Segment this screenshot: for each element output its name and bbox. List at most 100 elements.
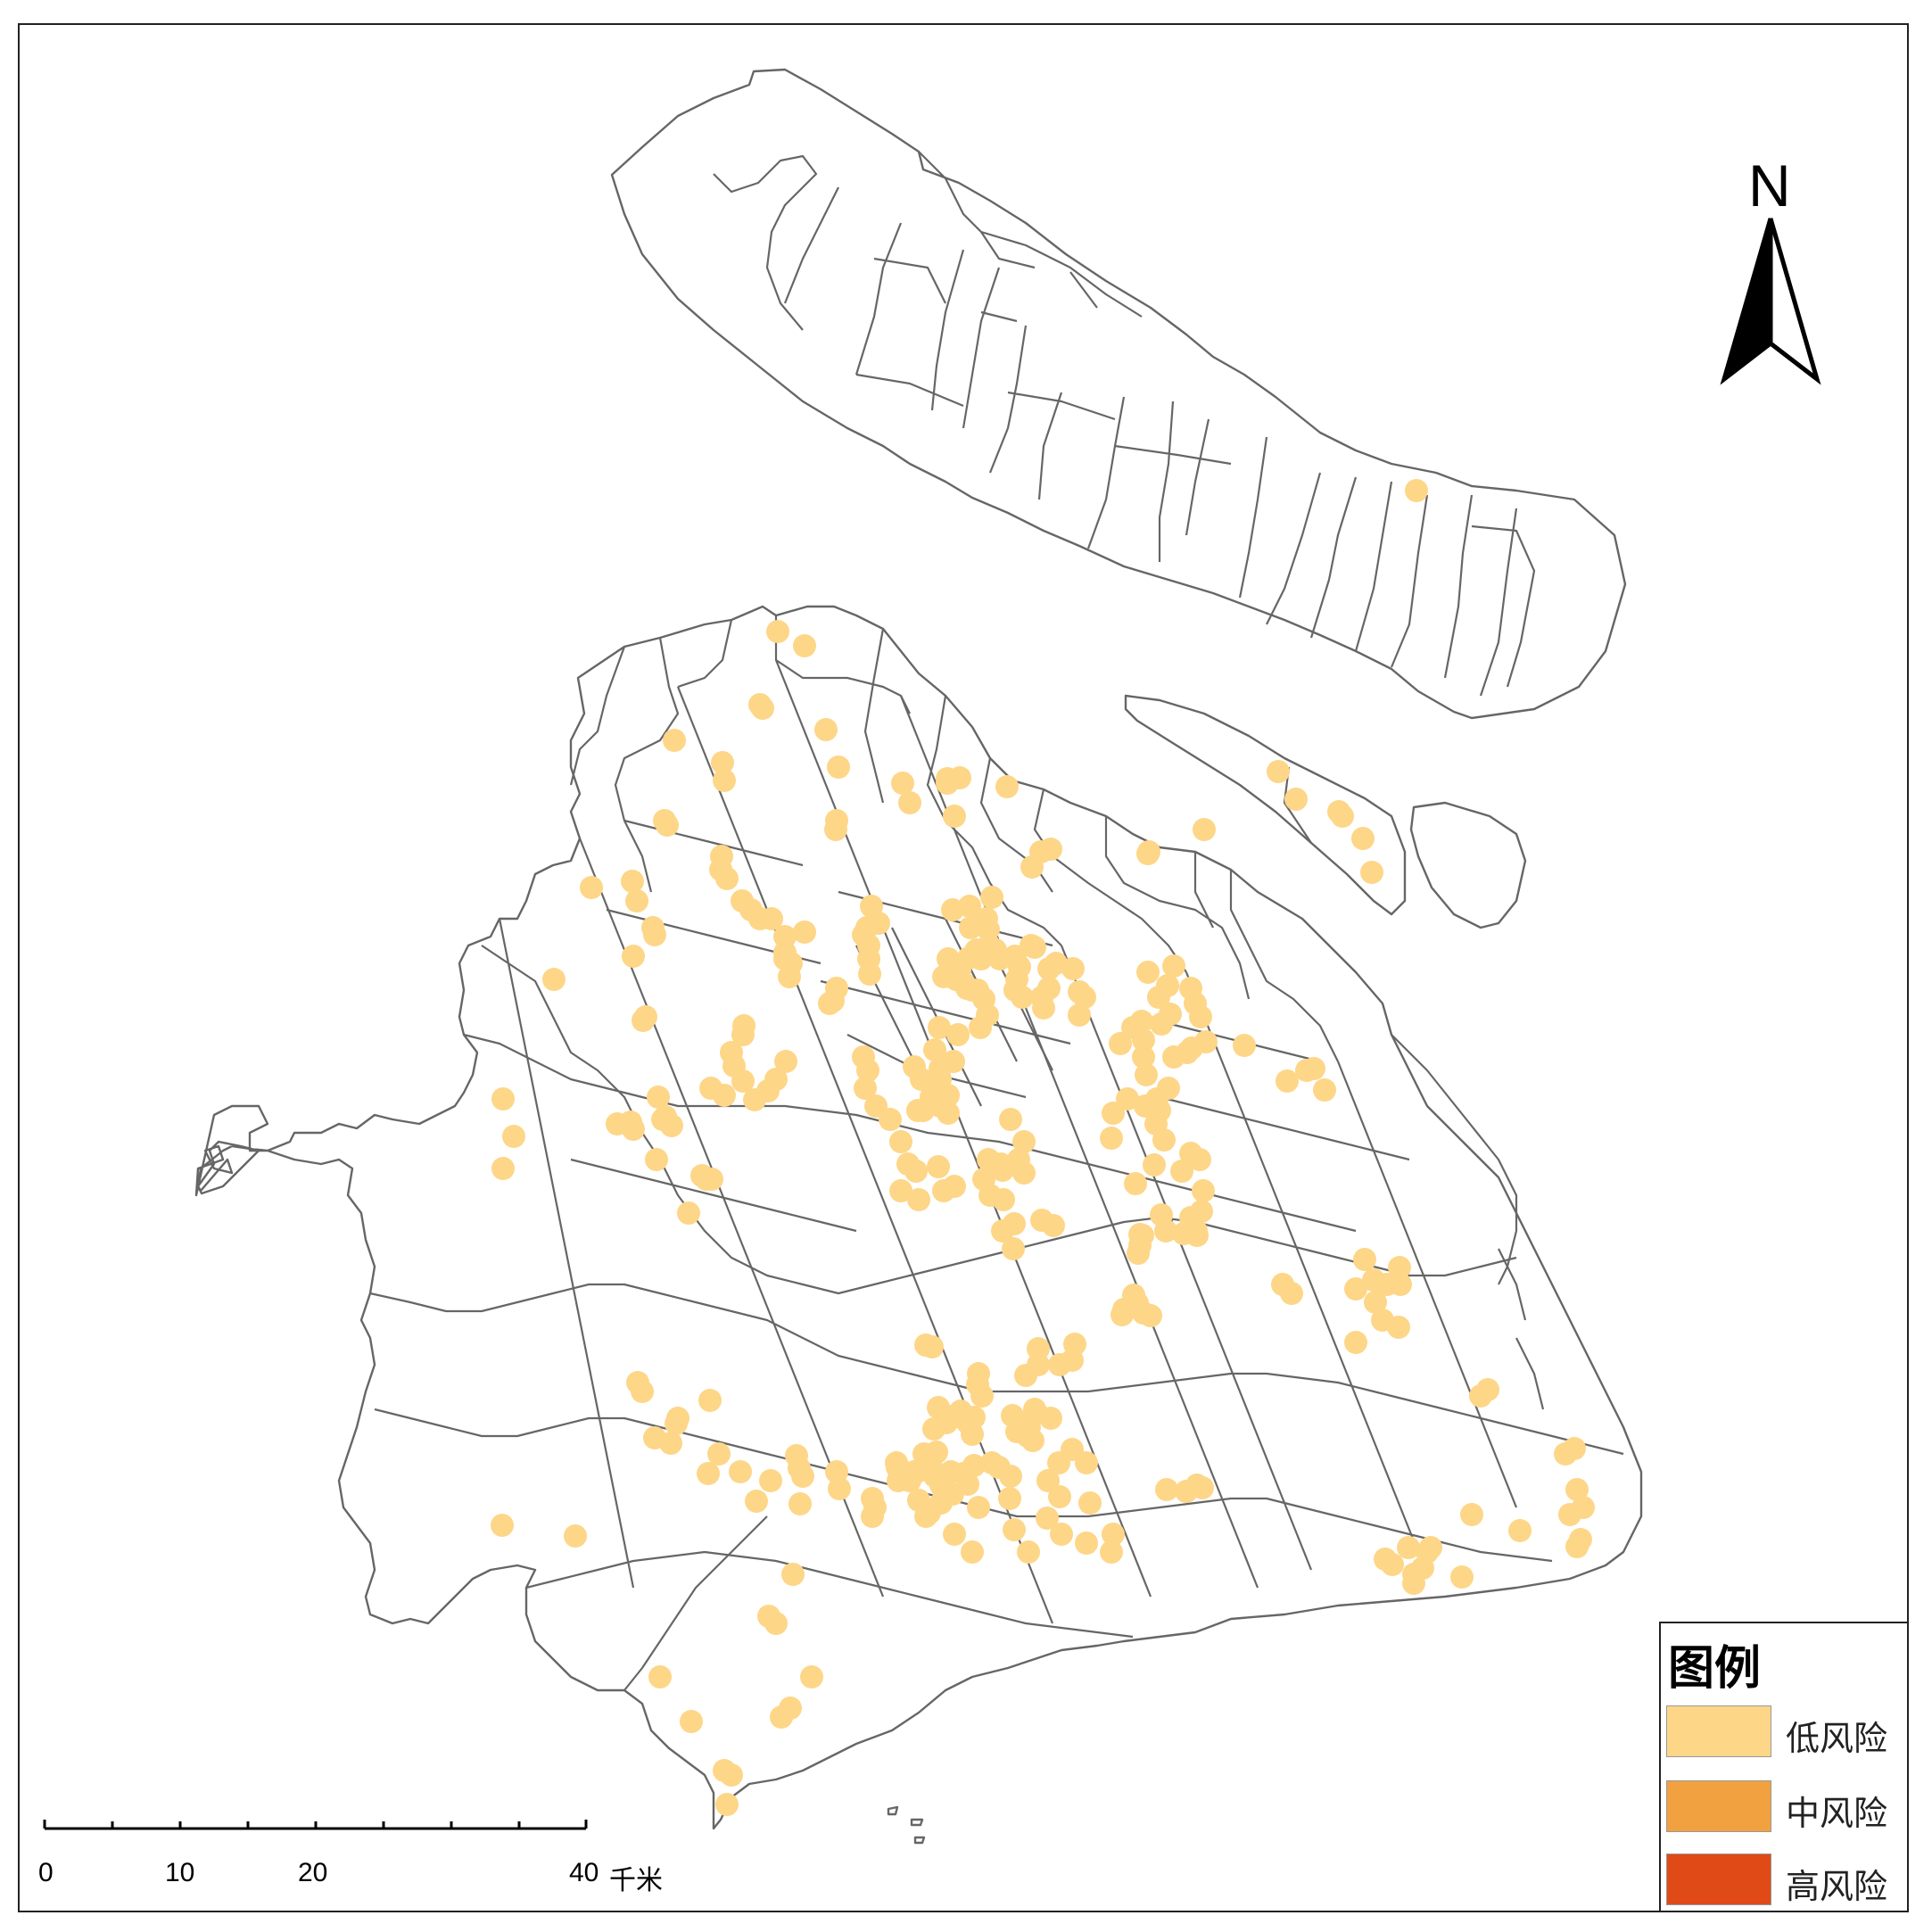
risk-point-low: [1364, 1291, 1387, 1314]
risk-point-low: [861, 1505, 884, 1528]
scale-bar: [43, 1820, 588, 1830]
risk-point-low: [780, 952, 803, 975]
risk-point-low: [1389, 1273, 1412, 1296]
risk-points-layer: [491, 479, 1595, 1816]
risk-point-low: [1144, 1112, 1168, 1135]
chongming-island: [610, 68, 1627, 720]
risk-point-low: [697, 1462, 720, 1485]
risk-point-low: [1139, 1304, 1162, 1327]
risk-point-low: [1100, 1540, 1123, 1564]
risk-point-low: [1565, 1478, 1589, 1501]
risk-point-low: [1397, 1536, 1420, 1559]
risk-point-low: [1508, 1519, 1532, 1542]
risk-point-low: [1563, 1437, 1586, 1460]
risk-point-low: [785, 1444, 808, 1467]
legend-swatch-high: [1666, 1854, 1771, 1905]
risk-point-low: [1018, 1416, 1041, 1439]
risk-point-low: [1100, 1127, 1123, 1150]
risk-point-low: [621, 870, 644, 893]
risk-point-low: [1188, 1148, 1211, 1171]
risk-point-low: [491, 1087, 515, 1110]
risk-point-low: [1402, 1572, 1425, 1595]
risk-point-low: [814, 718, 838, 741]
risk-point-low: [910, 1068, 933, 1091]
risk-point-low: [922, 1417, 945, 1441]
risk-point-low: [1078, 1491, 1102, 1515]
risk-point-low: [1036, 1507, 1059, 1530]
risk-point-low: [715, 867, 739, 890]
risk-point-low: [860, 895, 883, 918]
risk-point-low: [622, 945, 645, 968]
risk-point-low: [987, 1456, 1011, 1479]
risk-point-low: [1047, 1451, 1070, 1474]
risk-point-low: [660, 1114, 683, 1137]
risk-point-low: [995, 775, 1019, 798]
risk-point-low: [502, 1125, 525, 1148]
risk-point-low: [923, 1038, 946, 1061]
risk-point-low: [1450, 1565, 1474, 1589]
risk-point-low: [491, 1514, 514, 1537]
risk-point-low: [1135, 1063, 1158, 1086]
risk-point-low: [943, 1523, 966, 1546]
risk-point-low: [1150, 1012, 1173, 1036]
risk-point-low: [1565, 1535, 1589, 1558]
risk-point-low: [606, 1112, 629, 1135]
risk-point-low: [967, 1496, 990, 1519]
risk-point-low: [1136, 842, 1160, 865]
risk-point-low: [1017, 1540, 1040, 1564]
scale-unit: 千米: [609, 1865, 663, 1896]
risk-point-low: [731, 1023, 755, 1046]
risk-point-low: [1284, 788, 1308, 811]
risk-point-low: [1185, 1224, 1209, 1247]
risk-point-low: [928, 1016, 951, 1039]
risk-point-low: [793, 634, 816, 657]
risk-point-low: [1344, 1277, 1367, 1300]
risk-point-low: [720, 1763, 743, 1787]
risk-point-low: [1109, 1032, 1132, 1055]
risk-point-low: [1387, 1316, 1410, 1339]
risk-point-low: [1351, 827, 1375, 850]
legend-label-medium: 中风险: [1786, 1794, 1888, 1833]
risk-point-low: [991, 1219, 1014, 1243]
risk-point-low: [564, 1524, 587, 1548]
legend-item-medium: 中风险: [1661, 1780, 1911, 1836]
risk-point-low: [1191, 1476, 1214, 1499]
risk-point-low: [711, 751, 734, 774]
risk-point-low: [952, 1462, 975, 1485]
risk-point-low: [1189, 1005, 1212, 1028]
risk-point-low: [1302, 1057, 1325, 1080]
risk-point-low: [948, 766, 971, 789]
risk-point-low: [760, 907, 783, 930]
risk-point-low: [856, 1059, 879, 1082]
risk-point-low: [1110, 1303, 1134, 1326]
risk-point-low: [1155, 1478, 1178, 1501]
risk-point-low: [827, 755, 850, 779]
risk-point-low: [542, 968, 566, 991]
risk-point-low: [889, 1179, 912, 1202]
risk-point-low: [648, 1665, 672, 1688]
risk-point-low: [879, 1108, 902, 1131]
scale-label-10: 10: [165, 1858, 195, 1887]
risk-point-low: [793, 921, 816, 944]
risk-point-low: [659, 1432, 682, 1455]
risk-point-low: [825, 977, 848, 1000]
risk-point-low: [781, 1563, 805, 1586]
risk-point-low: [1460, 1503, 1483, 1526]
risk-point-low: [1068, 1003, 1091, 1027]
risk-point-low: [745, 1490, 768, 1513]
risk-point-low: [1128, 1223, 1152, 1246]
risk-point-low: [1027, 1337, 1050, 1360]
legend: 图例 低风险 中风险 高风险: [1659, 1622, 1909, 1912]
risk-point-low: [791, 1465, 814, 1488]
risk-point-low: [1233, 1034, 1256, 1057]
risk-point-low: [861, 1487, 884, 1510]
risk-point-low: [1061, 1349, 1084, 1372]
risk-point-low: [977, 1148, 1000, 1171]
risk-point-low: [952, 1407, 975, 1430]
risk-point-low: [1048, 1485, 1071, 1508]
risk-point-low: [713, 769, 736, 792]
risk-point-low: [1132, 1045, 1155, 1069]
risk-point-low: [966, 1373, 989, 1396]
risk-point-low: [626, 1371, 649, 1394]
risk-point-low: [1039, 1407, 1062, 1430]
